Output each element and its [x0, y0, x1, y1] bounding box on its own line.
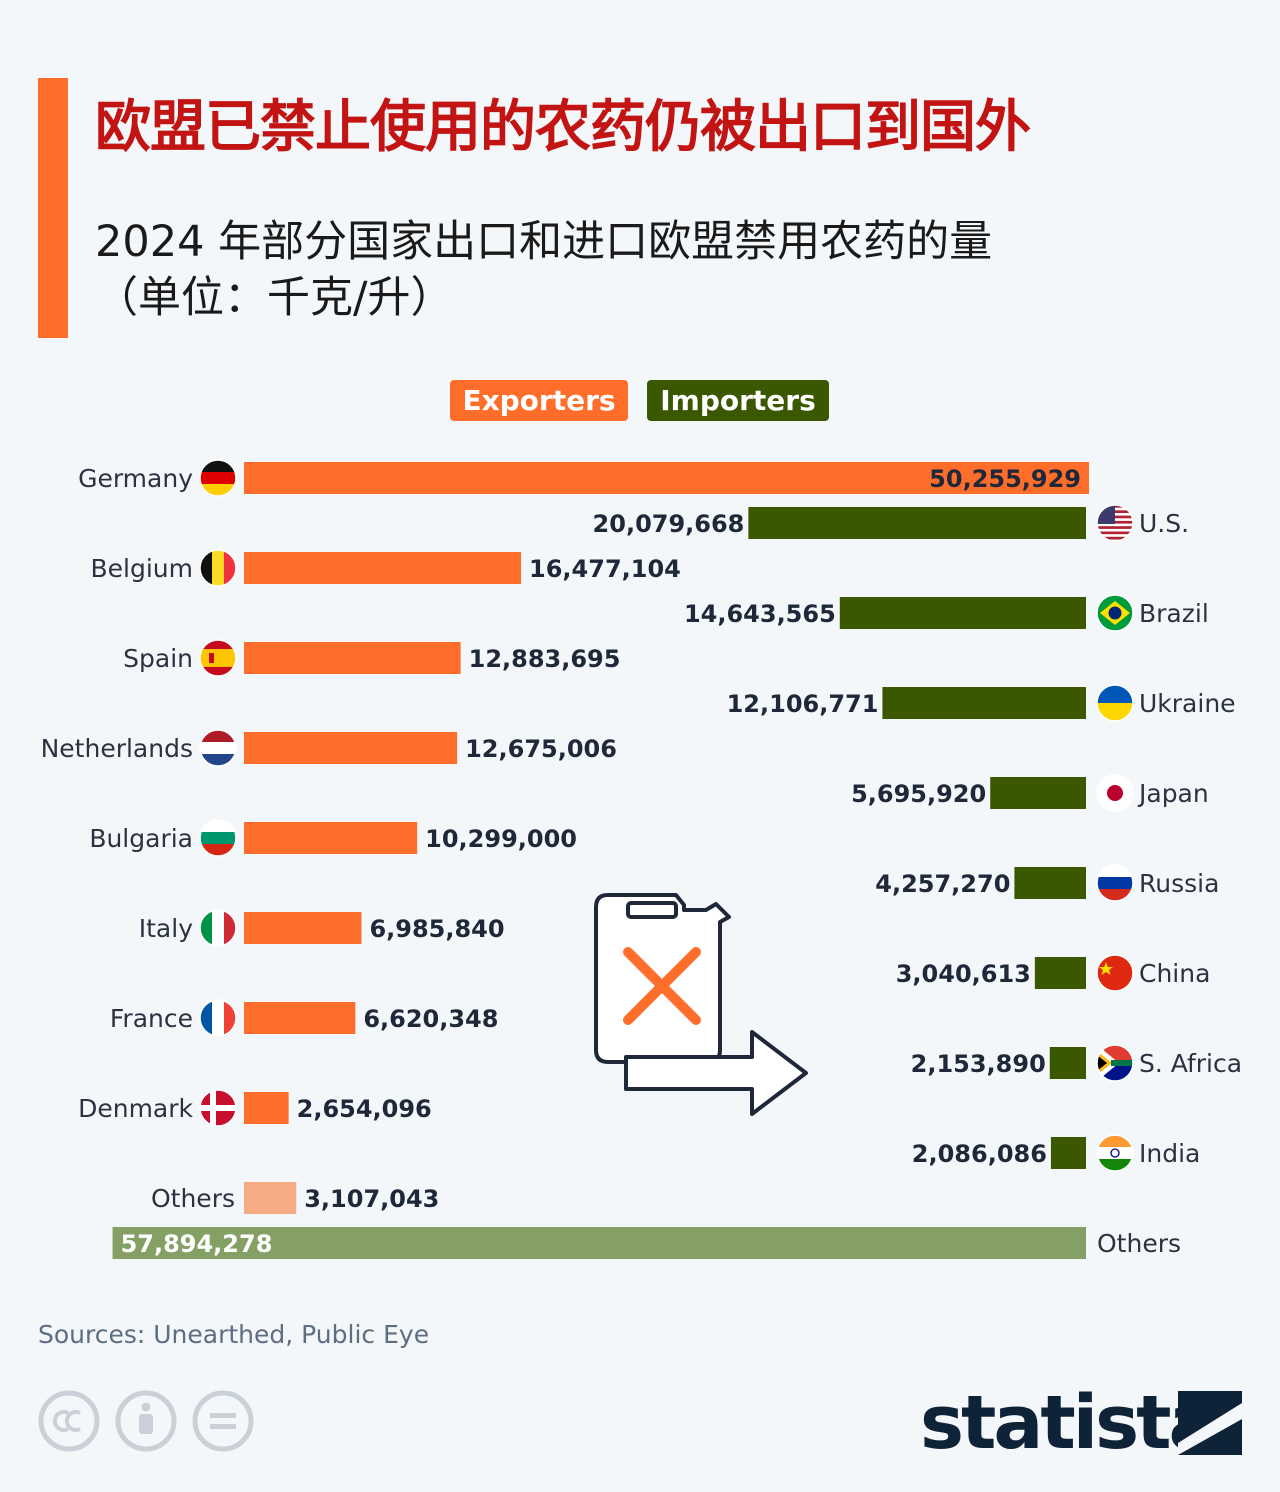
flag-italy-icon [199, 909, 237, 947]
label-importer-others: Others [1097, 1229, 1181, 1258]
bar-importer-others [112, 1227, 1087, 1259]
flag-bulgaria-icon [199, 819, 237, 857]
value-exporter-germany: 50,255,929 [929, 465, 1081, 493]
value-exporter-france: 6,620,348 [363, 1005, 498, 1033]
bar-importer-japan [990, 777, 1086, 809]
value-exporter-denmark: 2,654,096 [297, 1095, 432, 1123]
label-exporter-italy: Italy [139, 914, 193, 943]
bar-importer-russia [1014, 867, 1086, 899]
flag-denmark-icon [199, 1089, 237, 1127]
bar-importer-ukraine [882, 687, 1086, 719]
bar-importer-china [1034, 957, 1086, 989]
label-importer-china: China [1139, 959, 1210, 988]
label-importer-u-s: U.S. [1139, 509, 1189, 538]
value-exporter-others: 3,107,043 [304, 1185, 439, 1213]
value-importer-u-s: 20,079,668 [593, 510, 745, 538]
flag-south-africa-icon [1096, 1044, 1134, 1082]
value-importer-india: 2,086,086 [912, 1140, 1047, 1168]
bar-exporter-france [244, 1002, 356, 1034]
bar-importer-india [1050, 1137, 1086, 1169]
value-exporter-netherlands: 12,675,006 [465, 735, 617, 763]
bar-exporter-netherlands [244, 732, 458, 764]
value-importer-others: 57,894,278 [121, 1230, 273, 1258]
label-importer-russia: Russia [1139, 869, 1219, 898]
bar-exporter-spain [244, 642, 461, 674]
label-exporter-germany: Germany [78, 464, 193, 493]
value-exporter-spain: 12,883,695 [469, 645, 621, 673]
chart-subtitle: 2024 年部分国家出口和进口欧盟禁用农药的量 （单位：千克/升） [95, 217, 993, 323]
bar-importer-brazil [839, 597, 1086, 629]
bar-importer-u-s [748, 507, 1086, 539]
label-exporter-bulgaria: Bulgaria [89, 824, 193, 853]
no-derivatives-icon [192, 1390, 254, 1452]
bar-exporter-italy [244, 912, 362, 944]
value-importer-ukraine: 12,106,771 [727, 690, 879, 718]
value-importer-russia: 4,257,270 [875, 870, 1010, 898]
label-importer-s-africa: S. Africa [1139, 1049, 1242, 1078]
flag-belgium-icon [199, 549, 237, 587]
statista-mark-icon [1178, 1391, 1242, 1455]
value-importer-japan: 5,695,920 [851, 780, 986, 808]
legend-exporters: Exporters [450, 380, 628, 421]
flag-netherlands-icon [199, 729, 237, 767]
banned-pesticide-canister-export-icon [594, 893, 808, 1116]
value-importer-brazil: 14,643,565 [684, 600, 836, 628]
cc-icon [38, 1390, 100, 1452]
flag-germany-icon [199, 459, 237, 497]
flag-ukraine-icon [1096, 684, 1134, 722]
flag-russia-icon [1096, 864, 1134, 902]
flag-us-icon [1096, 504, 1134, 542]
label-importer-japan: Japan [1137, 779, 1209, 808]
bar-exporter-bulgaria [244, 822, 418, 854]
bar-exporter-denmark [244, 1092, 289, 1124]
label-exporter-france: France [110, 1004, 193, 1033]
flag-france-icon [199, 999, 237, 1037]
flag-brazil-icon [1096, 594, 1134, 632]
bar-exporter-others [244, 1182, 297, 1214]
value-exporter-belgium: 16,477,104 [529, 555, 681, 583]
bar-chart: Germany 50,255,929 Belgium 16,477,104 Spain 1… [41, 459, 1242, 1259]
importers-series: U.S. 20,079,668 Brazil 14,643,565 Ukraine 12,… [112, 504, 1242, 1259]
label-exporter-netherlands: Netherlands [41, 734, 193, 763]
label-exporter-spain: Spain [123, 644, 193, 673]
flag-spain-icon [199, 639, 237, 677]
value-importer-s-africa: 2,153,890 [911, 1050, 1046, 1078]
label-exporter-belgium: Belgium [91, 554, 194, 583]
flag-india-icon [1096, 1134, 1134, 1172]
value-importer-china: 3,040,613 [896, 960, 1031, 988]
label-exporter-denmark: Denmark [78, 1094, 193, 1123]
flag-japan-icon [1096, 774, 1134, 812]
license-icons [38, 1390, 254, 1452]
accent-bar [38, 78, 68, 338]
bar-importer-s-africa [1049, 1047, 1086, 1079]
statista-logo: statista [920, 1380, 1218, 1466]
bar-exporter-belgium [244, 552, 522, 584]
legend-importers: Importers [647, 380, 829, 421]
bar-exporter-germany [244, 462, 1089, 494]
label-importer-india: India [1139, 1139, 1200, 1168]
label-importer-ukraine: Ukraine [1139, 689, 1236, 718]
attribution-icon [115, 1390, 177, 1452]
sources-note: Sources: Unearthed, Public Eye [38, 1320, 430, 1349]
exporters-series: Germany 50,255,929 Belgium 16,477,104 Spain 1… [41, 459, 1089, 1214]
flag-china-icon [1096, 954, 1134, 992]
value-exporter-italy: 6,985,840 [369, 915, 504, 943]
label-importer-brazil: Brazil [1139, 599, 1209, 628]
value-exporter-bulgaria: 10,299,000 [425, 825, 577, 853]
chart-title: 欧盟已禁止使用的农药仍被出口到国外 [95, 95, 1031, 160]
label-exporter-others: Others [151, 1184, 235, 1213]
